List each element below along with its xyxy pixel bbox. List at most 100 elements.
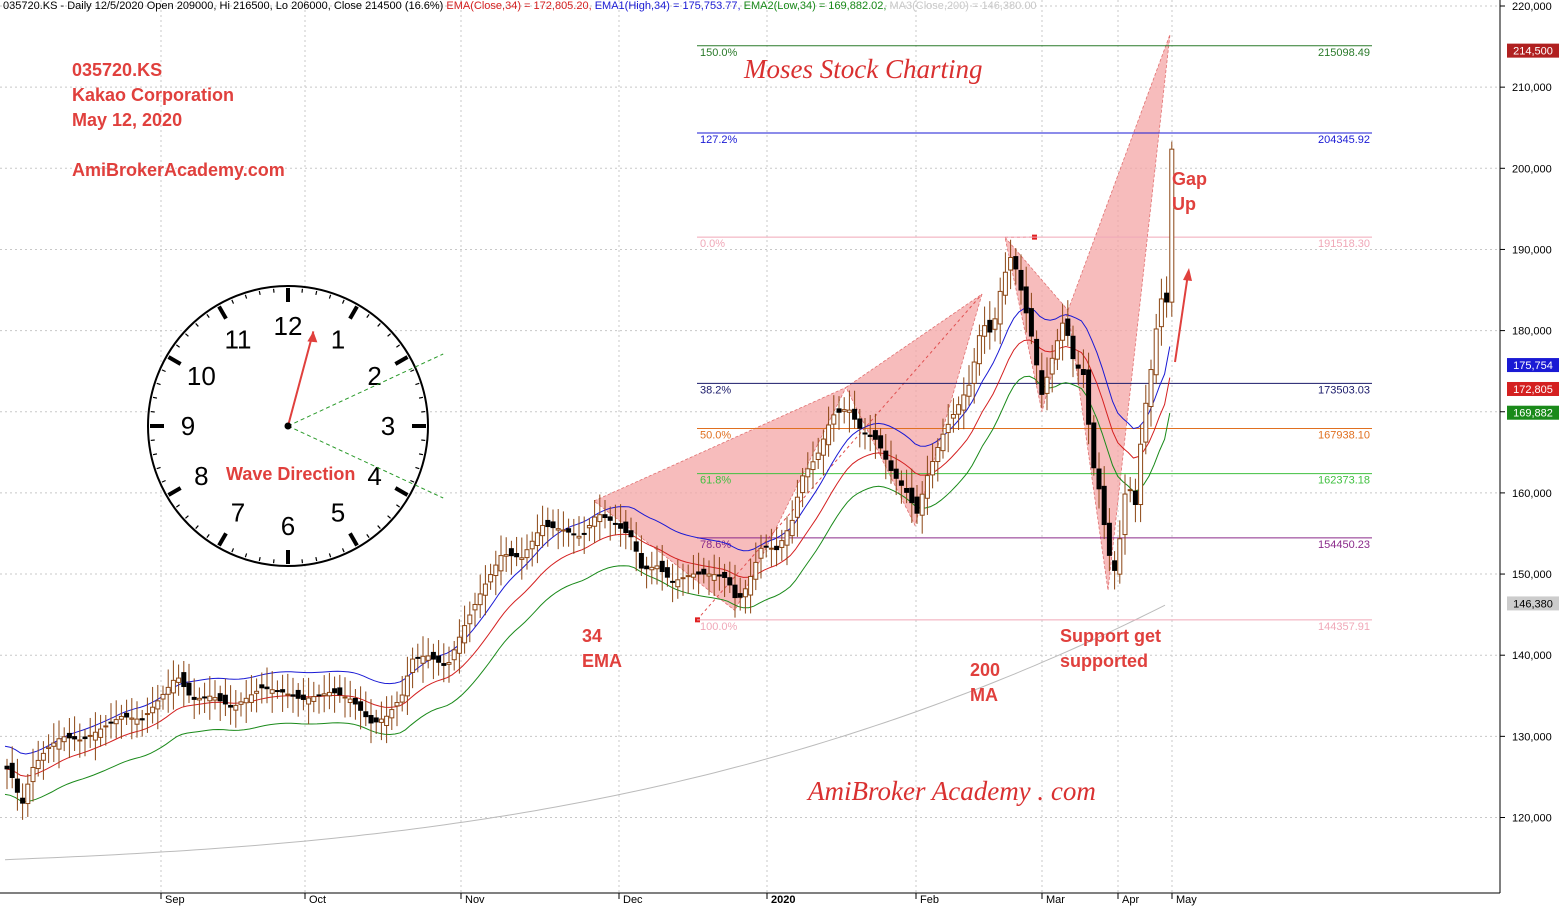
candle-body <box>1039 370 1045 395</box>
candle-body <box>992 318 998 330</box>
candle-body <box>144 713 150 716</box>
candle-body <box>514 553 520 558</box>
clock-number: 3 <box>381 411 395 441</box>
candle <box>1106 508 1112 572</box>
candle <box>1049 344 1055 393</box>
last-value-badge <box>1507 381 1559 396</box>
candle-body <box>233 704 239 711</box>
candle-body <box>909 487 915 504</box>
x-tick-label: Feb <box>920 894 939 906</box>
candle <box>269 671 275 713</box>
candle <box>30 748 36 802</box>
candle <box>378 701 384 741</box>
candle-body <box>1018 269 1024 291</box>
candle <box>737 577 743 611</box>
candle-body <box>805 468 811 478</box>
x-tick-label: 2020 <box>771 894 795 906</box>
clock-tick <box>152 453 158 456</box>
y-tick-label: 130,000 <box>1512 731 1552 743</box>
candle-body <box>763 545 769 548</box>
candle <box>259 672 265 704</box>
candle-body <box>254 690 260 694</box>
candle-body <box>800 475 806 494</box>
candle <box>794 479 800 537</box>
candle-body <box>706 573 712 577</box>
last-value-label: 146,380 <box>1513 598 1553 610</box>
candle-body <box>404 675 410 697</box>
candle-body <box>1143 402 1149 443</box>
candle-body <box>191 696 197 700</box>
candle <box>675 559 681 599</box>
fib-level-value: 191518.30 <box>1318 238 1370 250</box>
clock-tick <box>415 466 420 470</box>
candle <box>971 348 977 404</box>
clock-center <box>284 422 292 430</box>
candle-body <box>940 433 946 452</box>
candle-body <box>690 573 696 578</box>
candle-body <box>597 514 603 523</box>
candle-body <box>118 715 124 720</box>
candle-body <box>77 739 83 742</box>
candle-body <box>1122 493 1128 536</box>
candle-body <box>566 528 572 533</box>
candle-body <box>358 701 364 711</box>
candle-body <box>846 409 852 413</box>
candle <box>233 690 239 728</box>
candle <box>1158 278 1164 346</box>
candle-body <box>300 694 306 700</box>
candle <box>1034 330 1040 385</box>
fib-level-value: 167938.10 <box>1318 429 1370 441</box>
ma200-line <box>4 604 1166 861</box>
clock-number: 9 <box>181 411 195 441</box>
candle-body <box>919 493 925 516</box>
y-tick-label: 190,000 <box>1512 244 1552 256</box>
ema-high-line <box>4 307 1171 755</box>
candle-body <box>1096 468 1102 490</box>
clock-tick <box>394 486 409 497</box>
candle <box>342 677 348 718</box>
candle-body <box>1106 522 1112 556</box>
clock-tick <box>387 515 391 519</box>
clock-tick <box>167 486 182 497</box>
candle <box>878 428 884 457</box>
candle <box>1044 357 1050 411</box>
candle <box>212 680 218 710</box>
candle-body <box>602 514 608 519</box>
candle-body <box>659 560 665 573</box>
candle <box>852 390 858 429</box>
fib-level-value: 162373.18 <box>1318 475 1370 487</box>
candle <box>51 723 57 763</box>
candle <box>529 531 535 567</box>
candle-body <box>862 432 868 435</box>
candle <box>472 592 478 627</box>
x-tick-label: Mar <box>1046 894 1065 906</box>
candle <box>176 664 182 696</box>
x-tick-label: Sep <box>165 894 185 906</box>
fib-level-value: 144357.91 <box>1318 621 1370 633</box>
candle <box>498 535 504 586</box>
candle-body <box>924 475 930 499</box>
candle <box>815 437 821 469</box>
candle <box>363 691 369 727</box>
candle <box>77 723 83 758</box>
candle <box>597 494 603 540</box>
clock-tick <box>176 504 180 508</box>
candle <box>295 683 301 717</box>
candle <box>524 534 530 570</box>
candle-body <box>430 651 436 660</box>
candle-body <box>529 540 535 550</box>
candle <box>352 689 358 720</box>
last-value-badge <box>1507 596 1559 611</box>
candle-body <box>982 325 988 337</box>
candle-body <box>618 523 624 529</box>
candle-body <box>113 719 119 725</box>
candle-body <box>196 697 202 701</box>
candle-body <box>1148 369 1154 407</box>
candle <box>836 396 842 430</box>
candle-body <box>1086 369 1092 425</box>
candle-body <box>98 728 104 738</box>
candle-body <box>212 697 218 701</box>
x-tick-label: Oct <box>309 894 326 906</box>
candle-body <box>888 460 894 471</box>
candle-body <box>560 529 566 532</box>
